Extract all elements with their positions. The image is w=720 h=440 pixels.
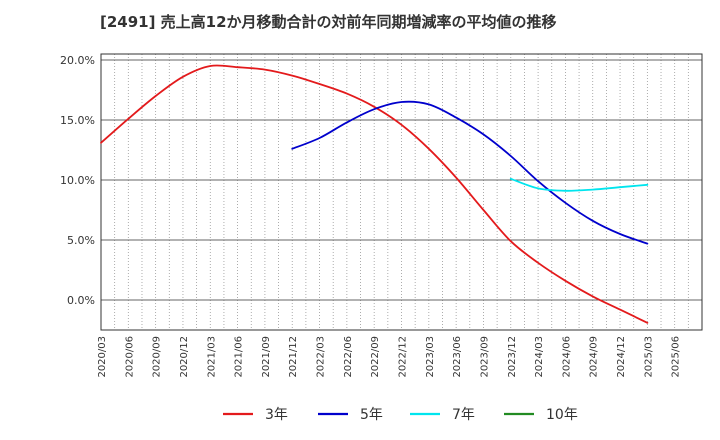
x-tick-label: 2021/06: [234, 336, 245, 378]
horizontal-grid: [101, 59, 702, 301]
x-tick-label: 2020/12: [179, 336, 190, 378]
series-layer: [100, 64, 649, 324]
chart-title: [2491] 売上高12か月移動合計の対前年同期増減率の平均値の推移: [100, 13, 557, 31]
legend-label-3: 7年: [452, 407, 475, 423]
x-tick-label: 2020/03: [97, 336, 108, 378]
x-axis-tick-labels: 2020/03 2020/06 2020/09 2020/12 2021/03 2021/…: [97, 336, 682, 378]
x-tick-label: 2022/03: [316, 336, 327, 378]
x-tick-label: 2021/09: [261, 336, 272, 378]
x-tick-label: 2025/06: [671, 336, 682, 378]
y-tick-label: 5.0%: [67, 234, 95, 247]
x-tick-label: 2025/03: [643, 336, 654, 378]
x-tick-label: 2024/12: [616, 336, 627, 378]
y-tick-label: 20.0%: [60, 54, 95, 67]
y-tick-label: 0.0%: [67, 294, 95, 307]
x-tick-label: 2023/12: [507, 336, 518, 378]
y-tick-label: 15.0%: [60, 114, 95, 127]
x-tick-label: 2020/09: [152, 336, 163, 378]
x-tick-label: 2020/06: [124, 336, 135, 378]
x-tick-label: 2023/03: [425, 336, 436, 378]
vertical-grid: [114, 54, 689, 330]
legend: 3年 5年 7年 10年: [223, 407, 578, 423]
x-tick-label: 2024/09: [589, 336, 600, 378]
legend-label-1: 3年: [265, 407, 288, 423]
x-tick-label: 2023/09: [479, 336, 490, 378]
x-tick-label: 2024/03: [534, 336, 545, 378]
x-tick-label: 2024/06: [561, 336, 572, 378]
y-axis-tick-labels: 0.0% 5.0% 10.0% 15.0% 20.0%: [60, 54, 95, 307]
legend-label-4: 10年: [546, 407, 578, 423]
x-tick-label: 2022/12: [398, 336, 409, 378]
legend-label-2: 5年: [360, 407, 383, 423]
series-line-3: [509, 177, 649, 192]
x-tick-label: 2022/09: [370, 336, 381, 378]
series-line-1: [100, 64, 649, 324]
plot-frame: [100, 53, 703, 331]
x-tick-label: 2021/12: [288, 336, 299, 378]
x-tick-label: 2023/06: [452, 336, 463, 378]
series-line-2: [291, 100, 649, 245]
x-tick-label: 2021/03: [206, 336, 217, 378]
y-tick-label: 10.0%: [60, 174, 95, 187]
x-tick-label: 2022/06: [343, 336, 354, 378]
